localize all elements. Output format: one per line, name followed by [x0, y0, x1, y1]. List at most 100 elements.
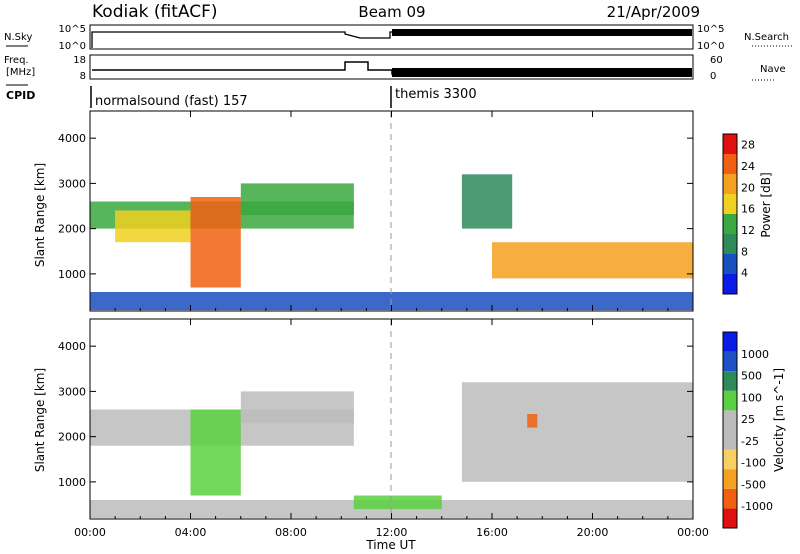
colorbar-swatch [723, 351, 737, 372]
colorbar-tick: 28 [741, 139, 755, 152]
colorbar-tick: 24 [741, 160, 755, 173]
cpid-mode-2: themis 3300 [395, 87, 477, 102]
ytick-label: 2000 [58, 431, 86, 444]
freq-label-1: Freq. [4, 55, 29, 66]
colorbar-tick: -25 [741, 435, 759, 448]
power-colorbar: 4 8 12 16 20 24 28 [722, 133, 755, 295]
cpid-strip: CPID normalsound (fast) 157 themis 3300 [6, 84, 477, 109]
beam-title: Beam 09 [358, 3, 425, 21]
velocity-region-4 [353, 495, 442, 510]
power-region-3 [190, 197, 241, 288]
colorbar-swatch [723, 449, 737, 470]
colorbar-frame [722, 133, 738, 295]
colorbar-swatch [723, 174, 737, 194]
velocity-region-3 [240, 391, 354, 424]
ytick-label: 1000 [58, 476, 86, 489]
nsky-label: N.Sky [4, 32, 32, 43]
power-region-4 [240, 183, 354, 216]
colorbar-swatch [723, 134, 737, 154]
power-colorbar-label: Power [dB] [759, 172, 773, 237]
colorbar-swatch [723, 371, 737, 391]
xtick-label: 00:00 [74, 526, 106, 539]
colorbar-swatch [723, 430, 737, 450]
power-plot-area [90, 174, 693, 311]
nsky-strip: N.Sky 10^5 10^0 N.Search 10^5 10^0 [4, 24, 792, 52]
power-region-2 [115, 210, 191, 243]
colorbar-tick: 12 [741, 224, 755, 237]
power-region-6 [492, 242, 693, 279]
ytick-label: 3000 [58, 177, 86, 190]
cpid-label: CPID [6, 89, 35, 102]
date-title: 21/Apr/2009 [607, 3, 700, 21]
colorbar-swatch [723, 234, 737, 254]
ytick-label: 3000 [58, 385, 86, 398]
colorbar-tick: 25 [741, 413, 755, 426]
ytick-label: 1000 [58, 268, 86, 281]
time-axis-label: Time UT [365, 538, 416, 552]
velocity-region-5 [461, 382, 693, 482]
colorbar-tick: -1000 [741, 500, 773, 513]
colorbar-tick: -100 [741, 457, 766, 470]
station-title: Kodiak (fitACF) [92, 2, 218, 22]
colorbar-swatch [723, 390, 737, 411]
colorbar-swatch [723, 488, 737, 509]
xtick-label: 16:00 [476, 526, 508, 539]
xtick-label: 04:00 [175, 526, 207, 539]
time-axis: 00:00 04:00 08:00 12:00 16:00 20:00 00:00 [74, 111, 709, 539]
colorbar-frame [722, 331, 738, 529]
colorbar-tick: 8 [741, 245, 748, 258]
colorbar-swatch [723, 254, 737, 274]
freq-label-2: [MHz] [6, 67, 35, 78]
velocity-plot-area [90, 382, 693, 519]
power-ylabel: Slant Range [km] [33, 163, 47, 267]
colorbar-tick: 100 [741, 391, 762, 404]
colorbar-swatch [723, 469, 737, 489]
nave-band [392, 68, 692, 77]
nave-label: Nave [760, 64, 786, 75]
nave-tick-top: 60 [710, 55, 723, 66]
nsearch-tick-bottom: 10^0 [697, 41, 724, 52]
xtick-label: 12:00 [376, 526, 408, 539]
velocity-region-6 [527, 414, 538, 428]
xtick-label: 08:00 [275, 526, 307, 539]
velocity-ylabel: Slant Range [km] [33, 368, 47, 472]
colorbar-tick: 4 [741, 267, 748, 280]
colorbar-swatch [723, 332, 737, 352]
nsky-trace [91, 31, 692, 48]
ytick-label: 4000 [58, 132, 86, 145]
power-panel: 1000 2000 3000 4000 Slant Range [km] 4 8 12 16… [33, 110, 773, 312]
ytick-label: 4000 [58, 340, 86, 353]
xtick-label: 00:00 [677, 526, 709, 539]
colorbar-tick: 500 [741, 370, 762, 383]
velocity-region-2 [190, 409, 241, 496]
cpid-mode-1: normalsound (fast) 157 [95, 94, 248, 109]
colorbar-swatch [723, 410, 737, 430]
colorbar-swatch [723, 508, 737, 528]
colorbar-tick: -500 [741, 478, 766, 491]
velocity-colorbar-label: Velocity [m s^-1] [772, 368, 786, 472]
colorbar-swatch [723, 214, 737, 234]
freq-strip: Freq. [MHz] 18 8 Nave 60 0 [4, 54, 786, 82]
velocity-colorbar: 1000 500 100 25 -25 -100 -500 -1000 [722, 331, 773, 529]
colorbar-swatch [723, 274, 737, 294]
nsearch-band [392, 29, 692, 36]
colorbar-tick: 16 [741, 203, 755, 216]
freq-tick-top: 18 [73, 55, 86, 66]
freq-tick-bottom: 8 [80, 71, 86, 82]
nsearch-label: N.Search [744, 32, 789, 43]
xtick-label: 20:00 [577, 526, 609, 539]
colorbar-swatch [723, 194, 737, 214]
nsearch-tick-top: 10^5 [697, 24, 724, 35]
colorbar-swatch [723, 154, 737, 174]
velocity-y-axis: 1000 2000 3000 4000 [58, 340, 693, 489]
ytick-label: 2000 [58, 223, 86, 236]
power-y-axis: 1000 2000 3000 4000 [58, 132, 693, 281]
nsky-tick-top: 10^5 [59, 24, 86, 35]
colorbar-tick: 1000 [741, 348, 769, 361]
colorbar-tick: 20 [741, 181, 755, 194]
nave-tick-bottom: 0 [710, 71, 716, 82]
velocity-panel: 1000 2000 3000 4000 Slant Range [km] 1000 50… [33, 318, 786, 529]
nsky-tick-bottom: 10^0 [59, 41, 86, 52]
power-region-5 [461, 174, 513, 229]
